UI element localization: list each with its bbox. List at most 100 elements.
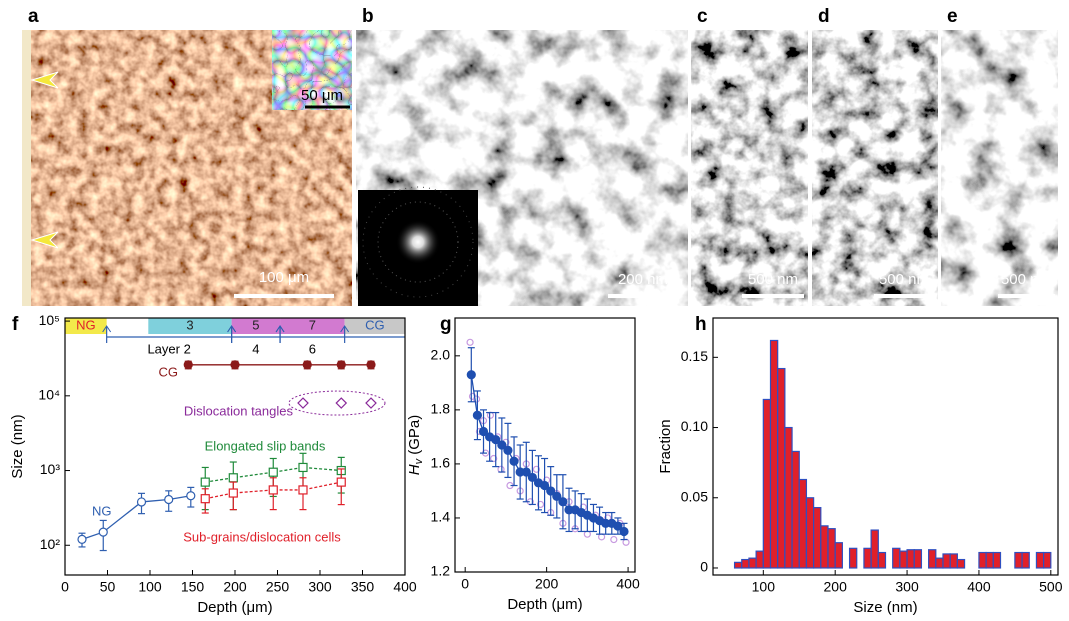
chart-f: f NG 3 5 7 CG Layer 2 4 6 0 50 100 150 200 250 300 350 40…	[9, 312, 417, 616]
x-tick-label: 200	[535, 576, 559, 592]
bar	[834, 542, 843, 569]
plot-frame	[454, 317, 636, 573]
bar	[813, 506, 822, 569]
marker	[598, 533, 606, 541]
series: NG	[77, 486, 196, 552]
bar	[992, 551, 1002, 569]
marker	[228, 488, 238, 498]
x-tick-label: 200	[824, 579, 848, 595]
marker	[619, 526, 629, 537]
bar	[913, 549, 923, 569]
series-label: Dislocation tangles	[184, 403, 294, 418]
arrowhead	[30, 71, 59, 89]
x-tick-label: 250	[266, 579, 290, 595]
marker	[302, 360, 312, 370]
x-tick-label: 400	[393, 579, 417, 595]
bar	[769, 339, 779, 569]
y-tick-label: 10⁴	[38, 387, 60, 403]
panel-label: h	[695, 314, 707, 335]
series-line	[205, 466, 342, 483]
panel-label: b	[362, 6, 374, 27]
bar	[1014, 551, 1023, 569]
zone-label: 3	[186, 317, 193, 332]
marker	[613, 521, 623, 531]
bar	[791, 450, 800, 569]
y-tick-label: 0.05	[681, 488, 708, 504]
bar	[949, 553, 958, 569]
marker	[297, 397, 309, 409]
bar	[755, 550, 764, 569]
y-axis-label: Fraction	[657, 419, 674, 473]
bar	[1035, 551, 1045, 569]
y-tick-label: 1.6	[431, 455, 451, 471]
series: CG	[159, 360, 376, 379]
marker	[558, 497, 568, 507]
marker	[527, 472, 537, 483]
zone-label: CG	[365, 317, 385, 332]
marker	[200, 494, 210, 504]
marker	[486, 411, 495, 419]
y-axis-label: Size (nm)	[9, 414, 26, 478]
scale-bar-label: 50 μm	[301, 87, 343, 104]
panel-label: g	[440, 314, 452, 335]
panel-label: f	[12, 314, 19, 335]
layer-arrowhead	[340, 325, 350, 333]
zone-label: 7	[309, 317, 316, 332]
x-tick-label: 300	[895, 579, 919, 595]
marker	[77, 534, 87, 544]
series-label: Elongated slip bands	[205, 438, 326, 453]
bar	[863, 547, 872, 569]
marker	[466, 338, 474, 346]
marker	[366, 360, 376, 370]
zone	[231, 318, 281, 334]
micrographs	[22, 30, 1058, 306]
y-tick-label: 1.2	[431, 563, 451, 579]
series-label: NG	[92, 503, 112, 518]
y-tick-label: 1.8	[431, 401, 451, 417]
bar	[777, 367, 786, 569]
scale-bar-label: 200 nm	[618, 271, 668, 288]
zone	[344, 318, 405, 334]
scale-bar-label: 500 nm	[879, 271, 929, 288]
bar	[741, 558, 750, 569]
x-tick-label: 400	[616, 576, 640, 592]
series	[466, 347, 629, 541]
marker	[491, 434, 501, 445]
y-tick-label: 0.10	[681, 418, 708, 434]
bar	[942, 553, 951, 569]
y-tick-label: 0.15	[681, 348, 708, 364]
marker	[478, 426, 489, 437]
bar	[1021, 551, 1030, 569]
zone-label: NG	[76, 317, 96, 332]
zone	[148, 318, 232, 334]
marker	[336, 360, 346, 370]
marker	[98, 527, 108, 537]
layer-arrowhead	[227, 325, 237, 333]
marker	[335, 397, 348, 409]
x-tick-label: 0	[61, 579, 69, 595]
bar	[805, 497, 815, 569]
panel-label: c	[697, 6, 708, 27]
x-tick-label: 0	[461, 576, 469, 592]
y-tick-label: 10⁵	[39, 312, 60, 328]
bar	[733, 561, 743, 569]
layer-label: 6	[309, 341, 316, 356]
marker	[546, 486, 556, 496]
series-line	[470, 374, 625, 532]
x-tick-label: 400	[967, 579, 991, 595]
marker	[336, 477, 346, 487]
arrowhead	[30, 231, 59, 249]
marker	[228, 473, 238, 483]
bar	[978, 551, 987, 569]
group-outline	[288, 390, 386, 416]
charts: f NG 3 5 7 CG Layer 2 4 6 0 50 100 150 200 250 300 350 40…	[9, 312, 1063, 616]
x-tick-label: 300	[308, 579, 332, 595]
bar	[877, 551, 887, 569]
panel-overlays: a b c d e 100 μm 50 μm 200 nm 500 nm 500…	[28, 6, 1055, 298]
ebsd-inset	[272, 30, 352, 110]
chart-h: h 100 200 300 400 500 0 0.05 0.10 0.15 Size (nm) Fr…	[657, 314, 1063, 616]
series: Dislocation tangles	[184, 390, 386, 418]
marker	[298, 462, 308, 473]
bar	[1043, 551, 1052, 569]
